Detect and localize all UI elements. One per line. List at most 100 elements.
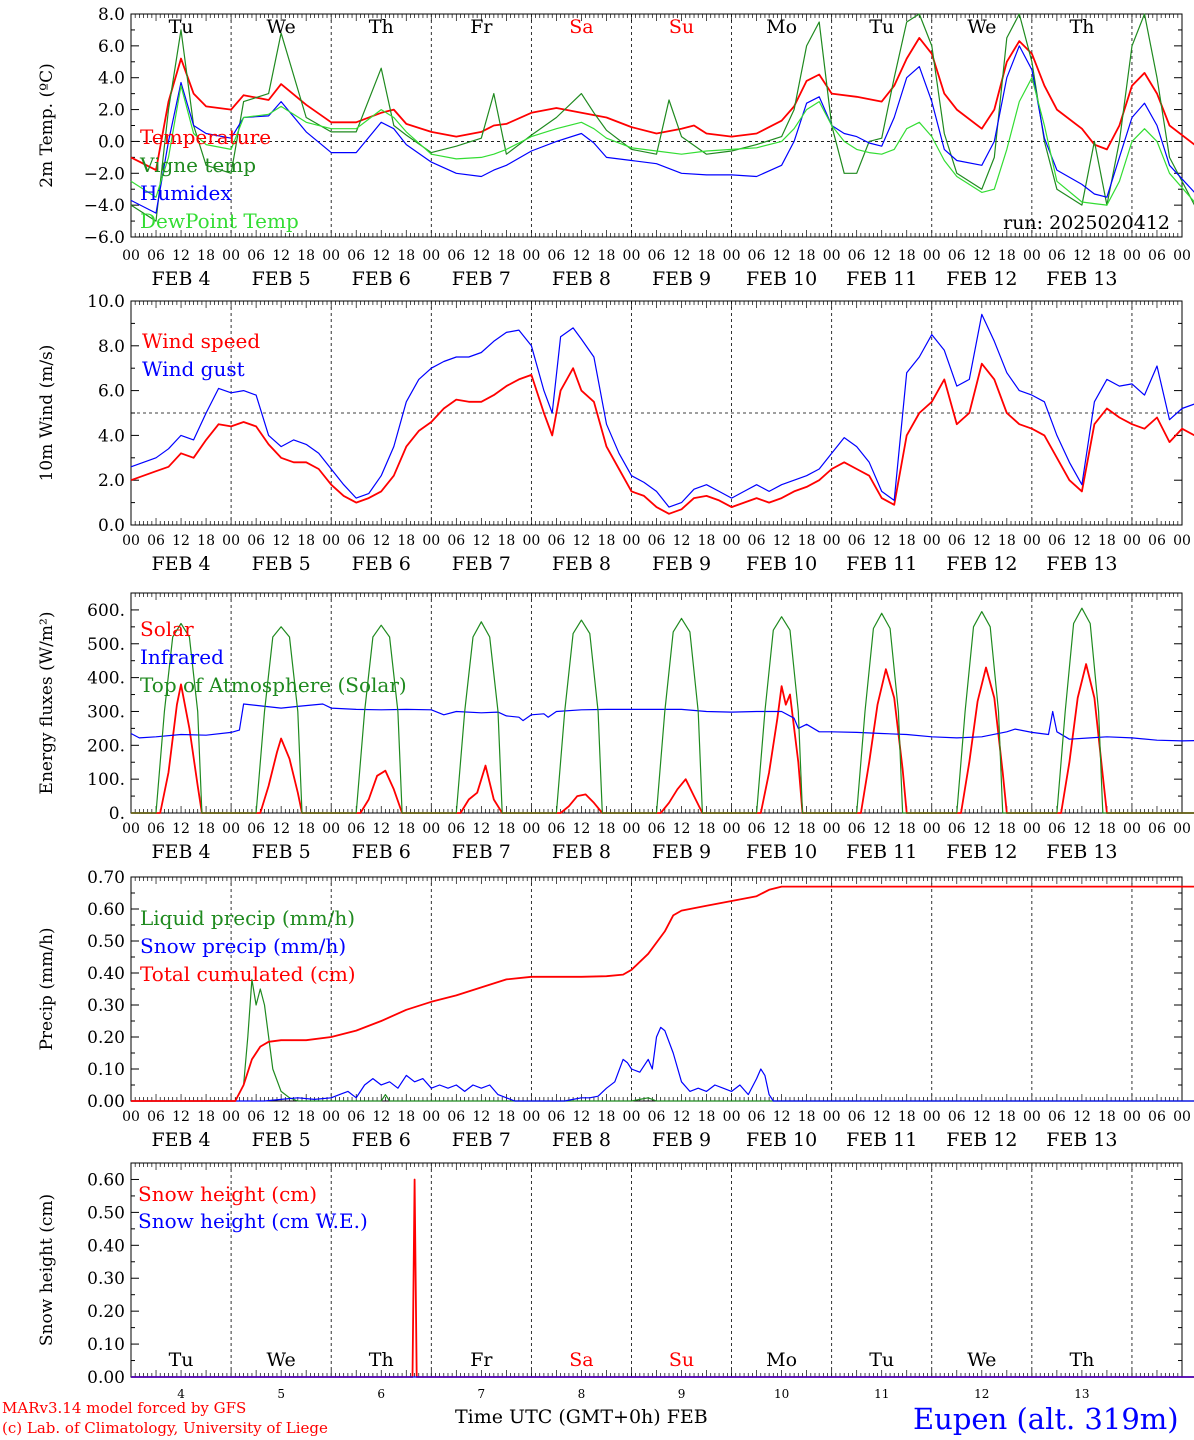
energy-ytick-label: 400.: [87, 669, 125, 689]
wind-legend-entry: Wind gust: [142, 357, 245, 381]
temp-hour-label: 18: [297, 248, 315, 264]
temp-hour-label: 06: [748, 248, 766, 264]
precip-hour-label: 06: [648, 1109, 666, 1125]
wind-hour-label: 18: [397, 533, 415, 549]
precip-date-label: FEB 7: [452, 1129, 511, 1151]
wind-hour-label: 00: [1123, 533, 1141, 549]
energy-hour-label: 00: [322, 821, 340, 837]
wind-legend-entry: Wind speed: [142, 329, 260, 353]
precip-hour-label: 18: [898, 1109, 916, 1125]
temp-series-line: [130, 13, 1194, 222]
snow-ytick-label: 0.60: [87, 1170, 125, 1190]
wind-series-line: [130, 313, 1194, 508]
precip-series-line: [131, 885, 1194, 1102]
temp-ytick-label: 4.0: [98, 69, 125, 89]
wind-hour-label: 06: [147, 533, 165, 549]
temp-ylabel: 2m Temp. (ºC): [37, 63, 57, 188]
energy-hour-label: 12: [472, 821, 490, 837]
day-number-label: 11: [874, 1387, 889, 1401]
temp-hour-label: 06: [447, 248, 465, 264]
wind-hour-label: 18: [998, 533, 1016, 549]
snow-weekday-label: Th: [369, 1349, 394, 1371]
energy-hour-label: 12: [272, 821, 290, 837]
weekday-label: We: [967, 16, 996, 38]
energy-hour-label: 00: [623, 821, 641, 837]
energy-date-label: FEB 6: [352, 841, 411, 863]
precip-hour-label: 18: [397, 1109, 415, 1125]
snow-ylabel: Snow height (cm): [37, 1194, 57, 1346]
precip-ytick-label: 0.20: [87, 1028, 125, 1048]
energy-ytick-label: 100.: [87, 770, 125, 790]
precip-hour-label: 00: [623, 1109, 641, 1125]
wind-hour-label: 06: [1048, 533, 1066, 549]
wind-hour-label: 00: [122, 533, 140, 549]
run-label: run: 2025020412: [1003, 212, 1170, 234]
wind-hour-label: 06: [648, 533, 666, 549]
energy-date-label: FEB 12: [946, 841, 1017, 863]
temp-ytick-label: 0.0: [98, 132, 125, 152]
temp-hour-label: 06: [1048, 248, 1066, 264]
energy-hour-label: 00: [723, 821, 741, 837]
wind-hour-label: 18: [1098, 533, 1116, 549]
temp-hour-label: 12: [472, 248, 490, 264]
precip-series-line: [131, 978, 1194, 1102]
temp-hour-label: 00: [222, 248, 240, 264]
precip-hour-label: 12: [573, 1109, 591, 1125]
precip-hour-label: 18: [598, 1109, 616, 1125]
energy-hour-label: 12: [973, 821, 991, 837]
temp-series-line: [130, 77, 1194, 206]
temp-hour-label: 00: [1023, 248, 1041, 264]
energy-hour-label: 00: [422, 821, 440, 837]
precip-hour-label: 06: [1048, 1109, 1066, 1125]
energy-ytick-label: 200.: [87, 736, 125, 756]
snow-ytick-label: 0.30: [87, 1269, 125, 1289]
precip-ytick-label: 0.30: [87, 996, 125, 1016]
wind-date-label: FEB 5: [252, 553, 311, 575]
day-number-label: 7: [478, 1387, 486, 1401]
precip-hour-label: 12: [673, 1109, 691, 1125]
temp-ytick-label: 2.0: [98, 101, 125, 121]
station-name: Eupen (alt. 319m): [913, 1402, 1179, 1436]
wind-ytick-label: 10.0: [87, 292, 125, 312]
temp-ytick-label: −2.0: [84, 164, 125, 184]
lab-credit: (c) Lab. of Climatology, University of L…: [2, 1419, 328, 1437]
energy-hour-label: 00: [1023, 821, 1041, 837]
precip-hour-label: 12: [973, 1109, 991, 1125]
energy-legend-entry: Top of Atmosphere (Solar): [140, 673, 407, 697]
snow-ytick-label: 0.10: [87, 1335, 125, 1355]
day-number-label: 4: [177, 1387, 185, 1401]
wind-hour-label: 18: [598, 533, 616, 549]
energy-hour-label: 00: [823, 821, 841, 837]
wind-hour-label: 18: [898, 533, 916, 549]
energy-hour-label: 00: [1173, 821, 1191, 837]
energy-hour-label: 12: [372, 821, 390, 837]
energy-hour-label: 06: [848, 821, 866, 837]
energy-hour-label: 12: [573, 821, 591, 837]
wind-ytick-label: 2.0: [98, 471, 125, 491]
precip-hour-label: 18: [798, 1109, 816, 1125]
snow-ytick-label: 0.40: [87, 1236, 125, 1256]
wind-hour-label: 06: [247, 533, 265, 549]
temp-legend-entry: Humidex: [140, 181, 232, 205]
wind-hour-label: 00: [923, 533, 941, 549]
temp-date-label: FEB 10: [746, 268, 817, 290]
wind-hour-label: 12: [272, 533, 290, 549]
temp-hour-label: 00: [723, 248, 741, 264]
wind-panel: 0.0 2.0 4.0 6.0 8.0 10.0 10m Wind (m/s) 00 06 12 1…: [37, 292, 1194, 575]
precip-hour-label: 12: [773, 1109, 791, 1125]
wind-hour-label: 18: [297, 533, 315, 549]
energy-ytick-label: 600.: [87, 601, 125, 621]
precip-hour-label: 18: [1098, 1109, 1116, 1125]
precip-hour-label: 06: [848, 1109, 866, 1125]
wind-hour-label: 00: [623, 533, 641, 549]
weekday-label: Th: [369, 16, 394, 38]
energy-date-label: FEB 9: [652, 841, 711, 863]
precip-ytick-label: 0.70: [87, 868, 125, 888]
temp-hour-label: 12: [272, 248, 290, 264]
snow-weekday-label: Tu: [869, 1349, 894, 1371]
precip-hour-label: 12: [272, 1109, 290, 1125]
day-number-label: 9: [678, 1387, 686, 1401]
temp-hour-label: 18: [197, 248, 215, 264]
precip-ytick-label: 0.60: [87, 900, 125, 920]
temp-hour-label: 00: [1123, 248, 1141, 264]
